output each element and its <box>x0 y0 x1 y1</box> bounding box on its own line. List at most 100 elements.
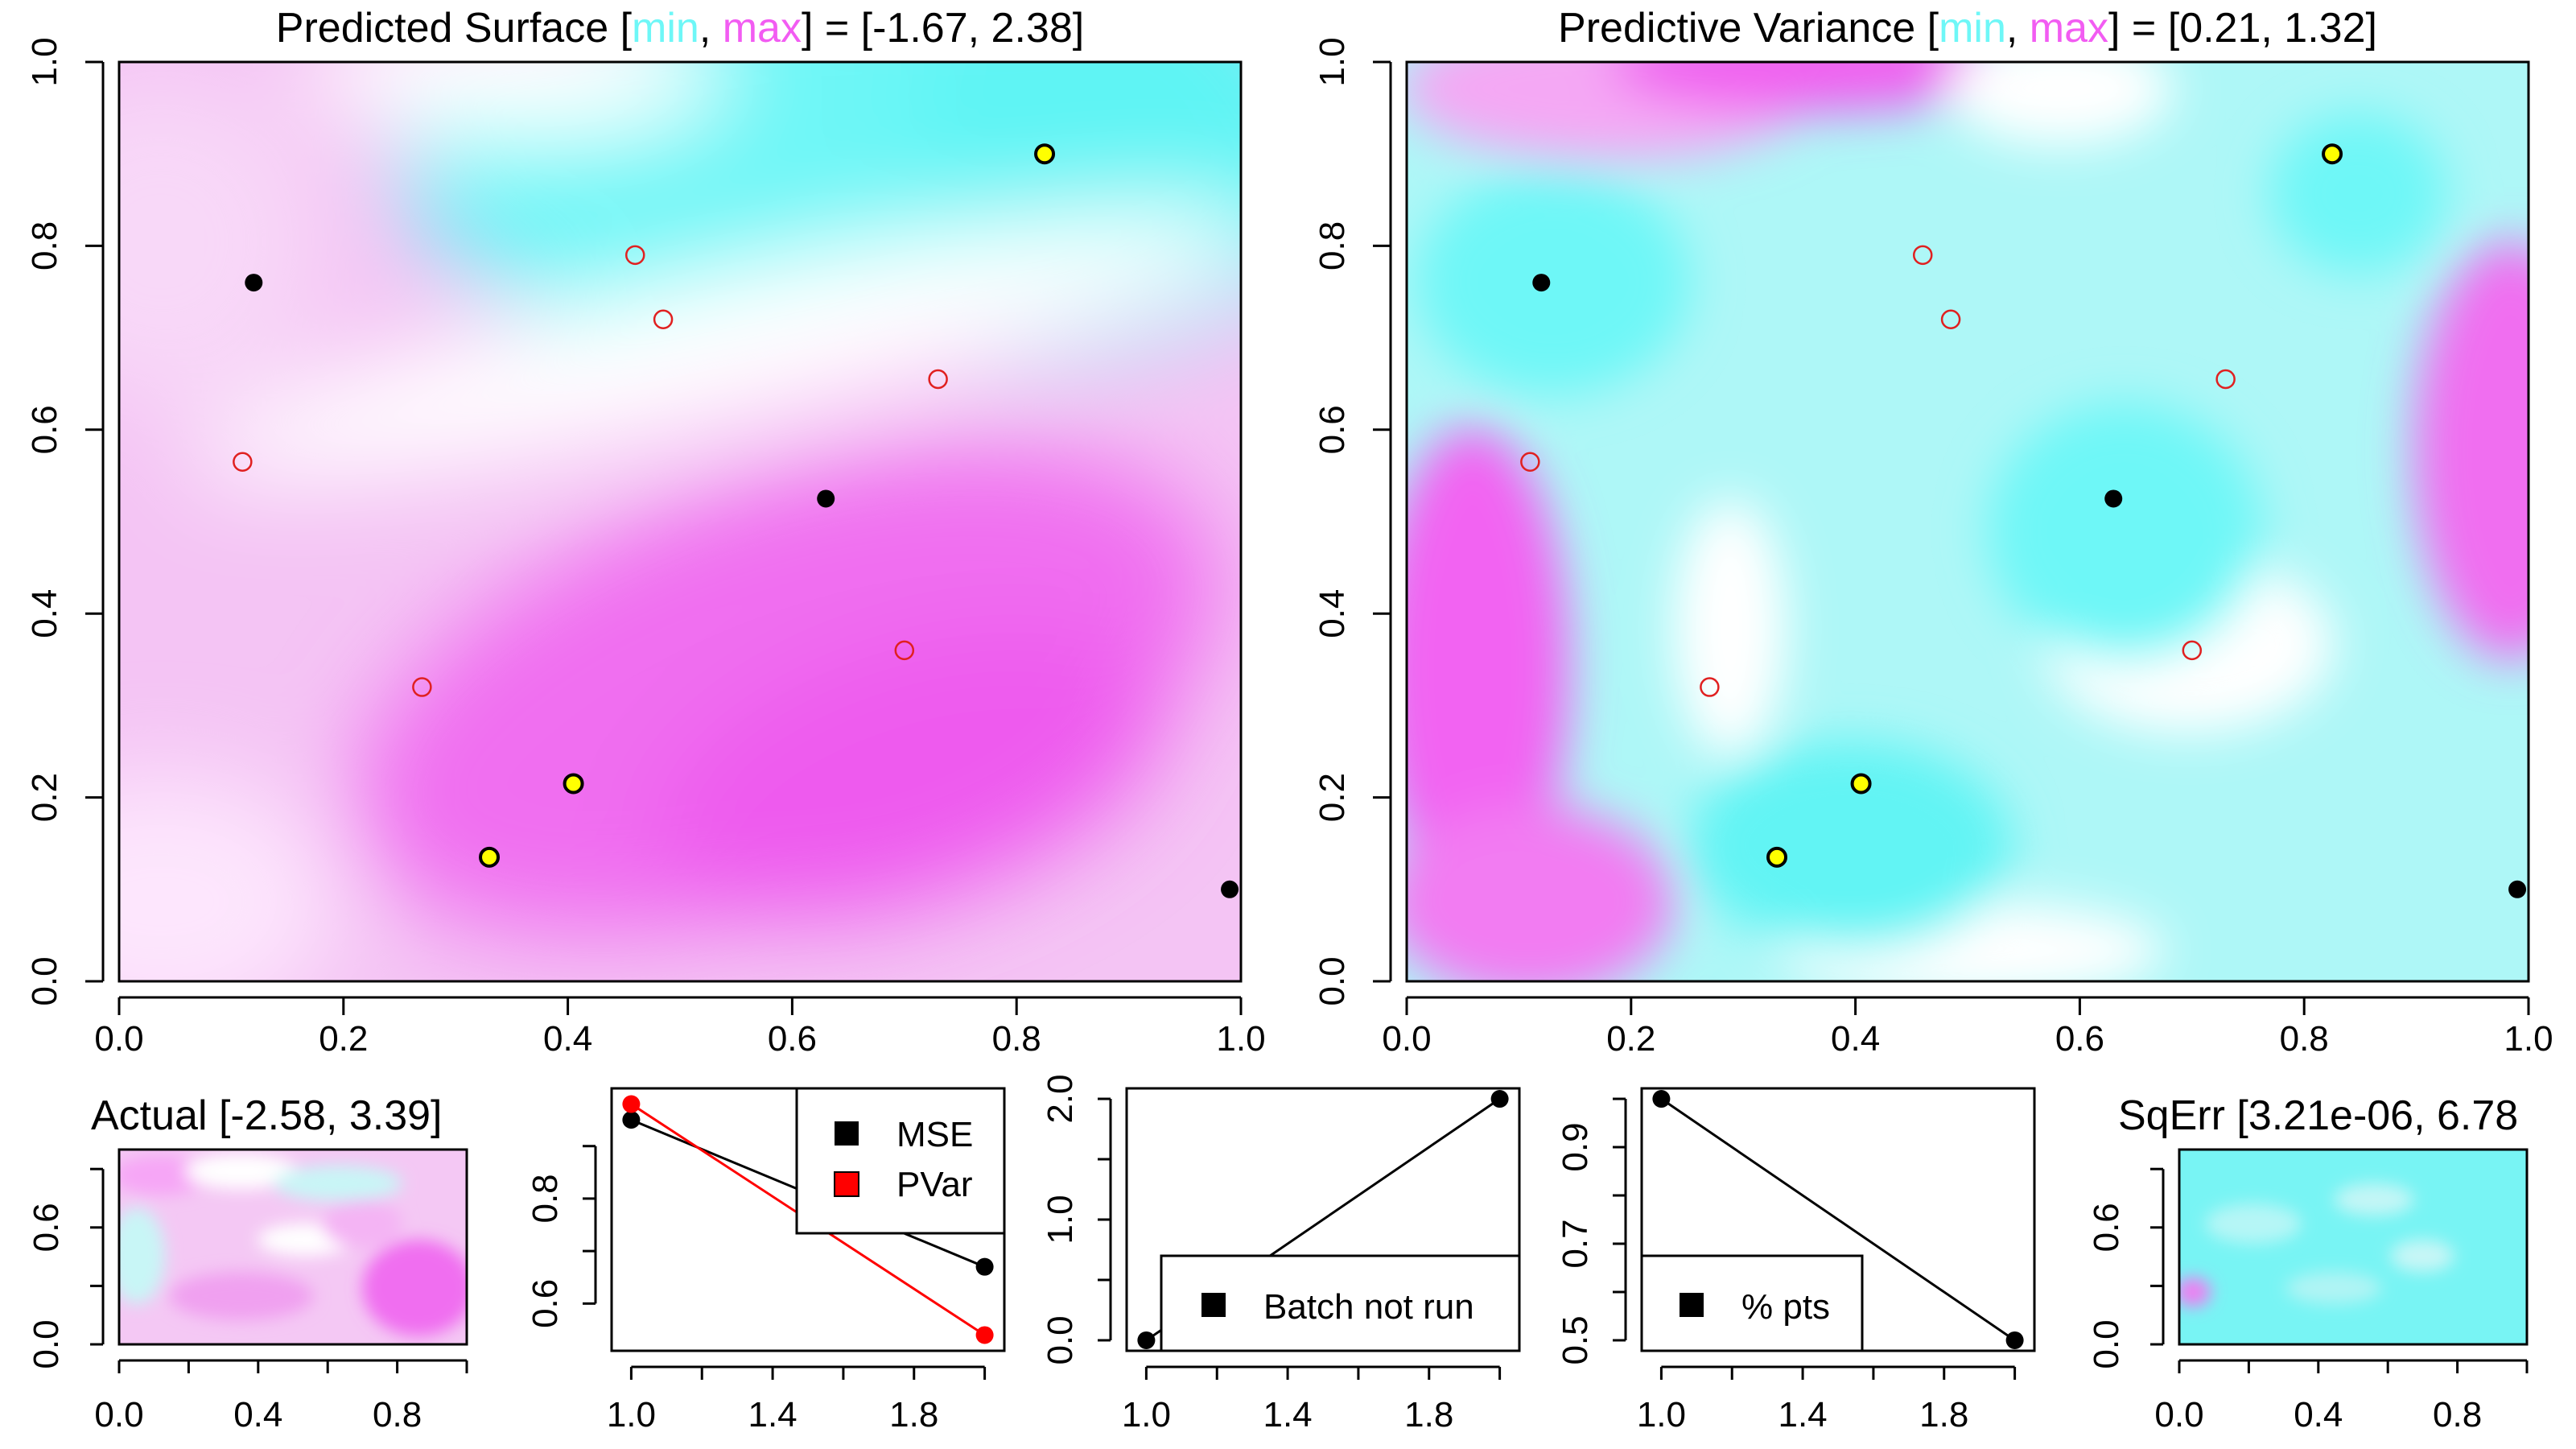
x-tick-label: 1.0 <box>1216 1019 1265 1059</box>
candidate-point <box>928 369 948 390</box>
y-tick-label: 0.0 <box>1041 1315 1080 1364</box>
series-point <box>1652 1090 1671 1108</box>
candidate-point <box>1912 245 1933 266</box>
selected-point <box>2322 143 2343 165</box>
x-axis: 1.0 1.4 1.8 <box>607 1365 987 1435</box>
x-axis: 0.0 0.2 0.4 0.6 0.8 1.0 <box>1382 996 2553 1059</box>
y-axis: 0.0 0.2 0.4 0.6 0.8 1.0 <box>25 37 105 1006</box>
design-point <box>2508 880 2527 898</box>
y-axis: 0.0 0.2 0.4 0.6 0.8 1.0 <box>1313 37 1392 1006</box>
y-tick-label: 0.6 <box>526 1279 565 1328</box>
sqerr-heatmap <box>2179 1150 2527 1344</box>
legend-label-pct: % pts <box>1741 1287 1830 1327</box>
y-tick-label: 0.0 <box>27 1319 66 1368</box>
x-tick-label: 1.8 <box>889 1395 938 1435</box>
legend: % pts <box>1640 1254 1864 1352</box>
plot-frame <box>117 1148 468 1346</box>
series-point <box>975 1257 994 1276</box>
x-axis: 1.0 1.4 1.8 <box>1637 1365 2017 1435</box>
y-tick-label: 0.8 <box>526 1174 565 1223</box>
x-tick-label: 1.0 <box>1122 1395 1171 1435</box>
candidate-point <box>624 245 645 266</box>
x-tick-label: 0.4 <box>2294 1395 2343 1435</box>
title-min-label: min <box>1939 5 2006 52</box>
design-point <box>245 274 263 292</box>
mse-pvar-panel: 1.0 1.4 1.8 0.6 0.8 MSE PVar <box>526 1087 1006 1435</box>
x-axis: 0.0 0.4 0.8 <box>94 1359 468 1435</box>
legend-label-mse: MSE <box>896 1115 973 1154</box>
title-max-label: max <box>2030 5 2108 52</box>
plot-frame <box>2178 1148 2529 1346</box>
candidate-point <box>1940 309 1961 330</box>
plot-frame <box>1405 60 2530 983</box>
legend-swatch-pvar <box>834 1171 859 1197</box>
x-axis: 1.0 1.4 1.8 <box>1122 1365 1502 1435</box>
y-tick-label: 0.5 <box>1556 1315 1595 1364</box>
actual-heatmap <box>119 1150 467 1344</box>
x-tick-label: 1.4 <box>1778 1395 1827 1435</box>
y-axis: 0.0 0.6 <box>2087 1167 2165 1369</box>
x-tick-label: 0.6 <box>2055 1019 2104 1059</box>
y-tick-label: 0.7 <box>1556 1219 1595 1268</box>
pct-pts-panel: 1.0 1.4 1.8 0.5 0.7 0.9 % pts <box>1556 1087 2036 1435</box>
title-max-label: max <box>723 5 802 52</box>
x-tick-label: 0.0 <box>1382 1019 1431 1059</box>
x-tick-label: 0.4 <box>1831 1019 1880 1059</box>
selected-point <box>1766 846 1788 868</box>
candidate-point <box>894 640 915 661</box>
legend-swatch-mse <box>835 1121 859 1146</box>
selected-point <box>1850 773 1872 795</box>
x-tick-label: 1.0 <box>1637 1395 1686 1435</box>
series-point <box>1490 1090 1509 1108</box>
predicted-surface-heatmap <box>119 62 1241 981</box>
points-layer <box>233 143 1239 898</box>
actual-panel: Actual [-2.58, 3.39] 0.0 0.4 0.8 0.0 0.6 <box>27 1092 468 1435</box>
series-point <box>622 1111 641 1129</box>
y-tick-label: 1.0 <box>1041 1195 1080 1244</box>
x-tick-label: 0.8 <box>992 1019 1041 1059</box>
series-layer <box>1652 1090 2024 1349</box>
y-tick-label: 0.6 <box>25 405 64 454</box>
y-tick-label: 0.6 <box>2087 1203 2126 1252</box>
x-tick-label: 1.0 <box>607 1395 656 1435</box>
x-tick-label: 0.0 <box>94 1019 143 1059</box>
y-tick-label: 0.6 <box>1313 405 1352 454</box>
y-tick-label: 0.0 <box>25 956 64 1005</box>
series-point <box>975 1326 994 1344</box>
y-tick-label: 0.0 <box>1313 956 1352 1005</box>
design-point <box>1532 274 1551 292</box>
candidate-point <box>1700 677 1720 697</box>
x-tick-label: 1.4 <box>748 1395 797 1435</box>
legend-label-batch: Batch not run <box>1263 1287 1474 1327</box>
y-tick-label: 0.2 <box>25 773 64 822</box>
x-tick-label: 0.2 <box>1606 1019 1655 1059</box>
x-tick-label: 0.8 <box>2280 1019 2329 1059</box>
series-point <box>2005 1331 2024 1349</box>
y-tick-label: 0.4 <box>1313 589 1352 638</box>
batch-panel: 1.0 1.4 1.8 0.0 1.0 2.0 Batch not run <box>1041 1074 1521 1435</box>
y-axis: 0.0 1.0 2.0 <box>1041 1074 1112 1365</box>
selected-point <box>1034 143 1056 165</box>
legend-label-pvar: PVar <box>896 1165 973 1204</box>
design-point <box>1221 880 1239 898</box>
y-axis: 0.0 0.6 <box>27 1167 105 1369</box>
x-tick-label: 1.4 <box>1263 1395 1312 1435</box>
candidate-point <box>233 452 253 473</box>
points-layer <box>1520 143 2527 898</box>
predictive-variance-title: Predictive Variance [min, max] = [0.21, … <box>1558 5 2377 52</box>
candidate-point <box>2182 640 2203 661</box>
candidate-point <box>2215 369 2236 390</box>
candidate-point <box>1520 452 1540 473</box>
y-axis: 0.6 0.8 <box>526 1145 597 1328</box>
x-tick-label: 0.6 <box>768 1019 817 1059</box>
title-min-label: min <box>632 5 699 52</box>
y-tick-label: 0.9 <box>1556 1122 1595 1171</box>
x-tick-label: 1.8 <box>1919 1395 1968 1435</box>
candidate-point <box>412 677 432 697</box>
x-axis: 0.0 0.2 0.4 0.6 0.8 1.0 <box>94 996 1266 1059</box>
candidate-point <box>653 309 674 330</box>
x-axis: 0.0 0.4 0.8 <box>2154 1359 2529 1435</box>
predictive-variance-panel: Predictive Variance [min, max] = [0.21, … <box>1313 5 2553 1059</box>
predicted-surface-title: Predicted Surface [min, max] = [-1.67, 2… <box>276 5 1084 52</box>
